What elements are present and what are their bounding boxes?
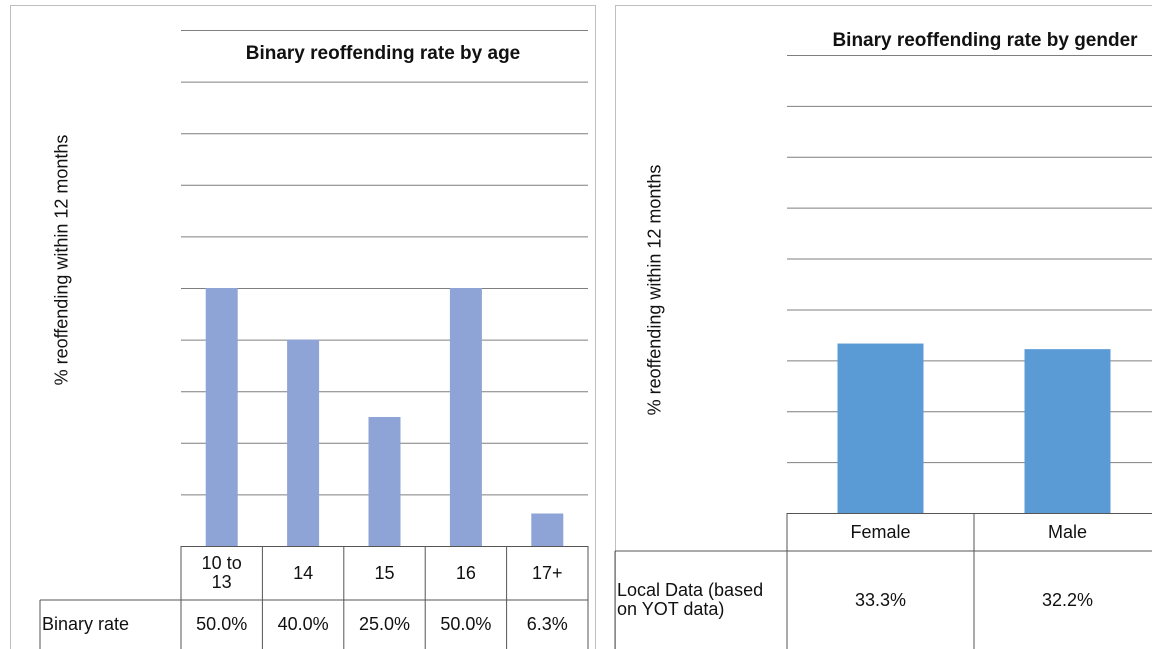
chart-title: Binary reoffending rate by age: [245, 43, 521, 64]
value-label: 25.0%: [358, 614, 411, 635]
category-label: 17+: [532, 562, 563, 583]
category-label: Male: [1047, 521, 1087, 542]
bar: [449, 288, 482, 546]
bar: [205, 288, 238, 546]
y-axis-label: % reoffending within 12 months: [644, 164, 665, 416]
value-label: 33.3%: [854, 589, 907, 610]
value-label: 6.3%: [526, 614, 568, 635]
bar: [837, 343, 924, 513]
row-header: Local Data (based on YOT data): [617, 580, 764, 619]
value-label: 32.2%: [1041, 589, 1094, 610]
category-label: 15: [374, 562, 395, 583]
row-header: Binary rate: [42, 614, 130, 635]
bar: [531, 513, 564, 546]
category-label: 16: [455, 562, 476, 583]
chart-frame: [615, 5, 1152, 649]
chart-frame: [10, 5, 596, 649]
bar: [368, 417, 401, 546]
bar: [287, 339, 320, 546]
chart-title: Binary reoffending rate by gender: [832, 30, 1138, 51]
value-label: 50.0%: [196, 614, 248, 635]
value-label: 50.0%: [440, 614, 492, 635]
category-label: Female: [850, 521, 911, 542]
value-label: 40.0%: [277, 614, 329, 635]
y-axis-label: % reoffending within 12 months: [51, 134, 72, 386]
category-label: 14: [293, 562, 314, 583]
category-label: 10 to 13: [201, 553, 242, 592]
bar: [1024, 349, 1111, 513]
